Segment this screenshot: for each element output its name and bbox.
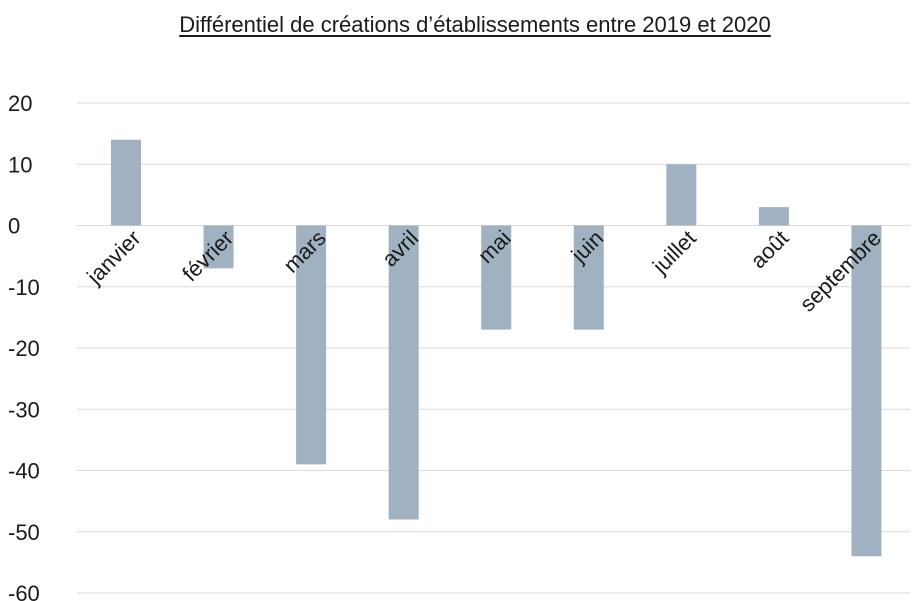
bar-mars xyxy=(296,225,327,465)
y-tick-label: -40 xyxy=(8,459,40,484)
category-label-juillet: juillet xyxy=(647,225,701,279)
chart-title: Différentiel de créations d’établissemen… xyxy=(179,12,771,37)
bar-mai xyxy=(481,225,512,330)
bar-avril xyxy=(388,225,419,520)
y-tick-label: -50 xyxy=(8,520,40,545)
y-tick-label: -30 xyxy=(8,397,40,422)
bar-septembre xyxy=(851,225,882,557)
y-tick-label: -10 xyxy=(8,275,40,300)
category-label-août: août xyxy=(745,225,793,273)
y-tick-label: 10 xyxy=(8,152,32,177)
bar-janvier xyxy=(111,139,141,226)
y-tick-label: -20 xyxy=(8,336,40,361)
gridlines xyxy=(77,102,910,594)
y-tick-label: 0 xyxy=(8,214,20,239)
bars xyxy=(111,139,882,557)
bar-février xyxy=(203,225,234,269)
bar-juillet xyxy=(666,164,697,226)
bar-août xyxy=(758,207,789,226)
y-tick-label: -60 xyxy=(8,581,40,601)
y-tick-label: 20 xyxy=(8,91,32,116)
bar-juin xyxy=(573,225,604,330)
category-label-janvier: janvier xyxy=(81,225,145,289)
y-axis-ticks: 20 10 0 -10 -20 -30 -40 -50 -60 xyxy=(8,91,40,601)
